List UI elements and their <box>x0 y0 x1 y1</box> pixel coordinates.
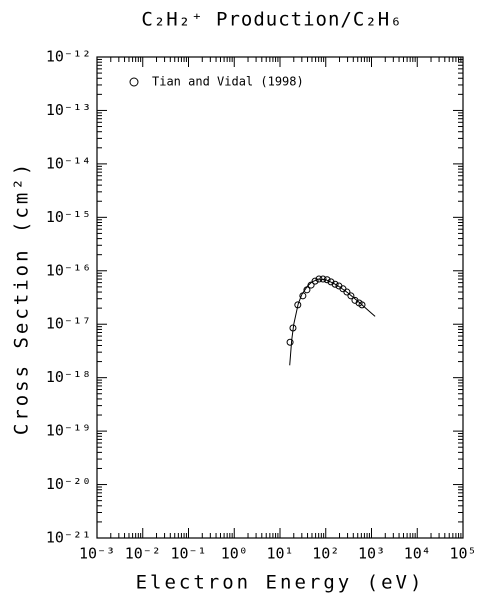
y-tick-label: 10⁻¹⁶ <box>46 261 91 279</box>
y-tick-label: 10⁻¹⁹ <box>46 422 91 440</box>
x-tick-label: 10⁻¹ <box>170 545 206 563</box>
x-tick-label: 10² <box>312 545 339 563</box>
y-tick-label: 10⁻¹⁴ <box>46 154 91 172</box>
y-tick-label: 10⁻¹⁸ <box>46 368 91 386</box>
y-tick-label: 10⁻¹⁵ <box>46 208 91 226</box>
legend-marker <box>129 77 139 87</box>
data-point <box>358 301 366 309</box>
plot-frame <box>96 56 464 539</box>
x-tick-label: 10⁰ <box>221 545 248 563</box>
x-tick-label: 10⁻³ <box>79 545 115 563</box>
legend-label: Tian and Vidal (1998) <box>152 75 304 89</box>
x-tick-label: 10⁻² <box>125 545 161 563</box>
data-point <box>347 292 355 300</box>
y-tick-label: 10⁻¹² <box>46 48 91 66</box>
y-tick-label: 10⁻¹³ <box>46 101 91 119</box>
x-tick-label: 10⁴ <box>404 545 431 563</box>
fit-line <box>289 278 376 366</box>
chart-title: C₂H₂⁺ Production/C₂H₆ <box>141 9 402 31</box>
x-tick-label: 10¹ <box>266 545 293 563</box>
data-point <box>286 338 294 346</box>
y-tick-label: 10⁻²⁰ <box>46 475 91 493</box>
data-point <box>343 288 351 296</box>
x-tick-label: 10⁵ <box>449 545 476 563</box>
y-axis-label: Cross Section (cm²) <box>11 161 33 435</box>
y-tick-label: 10⁻¹⁷ <box>46 315 91 333</box>
data-point <box>311 277 319 285</box>
data-point <box>331 280 339 288</box>
x-tick-label: 10³ <box>358 545 385 563</box>
y-tick-label: 10⁻²¹ <box>46 529 91 547</box>
x-axis-label: Electron Energy (eV) <box>136 572 425 594</box>
